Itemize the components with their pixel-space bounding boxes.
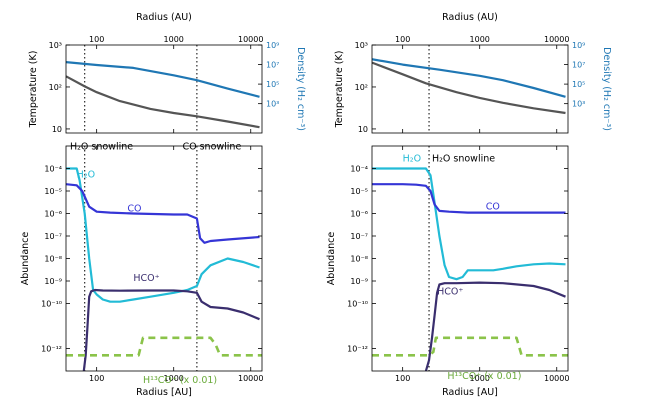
panel-left: 100 1000 10000 Radius (AU) 10 10² 10³ 10³ 10⁵ 10⁷… — [20, 12, 306, 398]
temperature-line — [66, 75, 260, 129]
y-tick-label: 10⁻¹⁰ — [347, 300, 368, 309]
x-tick-label: 100 — [395, 35, 410, 44]
annotation-label: CO — [486, 202, 500, 213]
y-tick-label: 10 — [358, 125, 368, 134]
y-tick-label: 10⁻⁴ — [44, 165, 62, 174]
annotation-label: CO snowline — [182, 141, 241, 152]
annotation-label: H₂O — [403, 154, 421, 165]
x-axis-title: Radius [AU] — [136, 387, 192, 398]
series-line — [66, 167, 260, 303]
x-tick-label: 10000 — [544, 35, 569, 44]
series-line — [372, 183, 566, 214]
y-axis-title: Temperature (K) — [28, 51, 39, 129]
x-tick-label: 10000 — [238, 374, 263, 383]
temperature-line — [372, 61, 566, 115]
y-tick-label-right: 10³ — [572, 100, 585, 109]
annotation-label: H¹³CO⁺ (x 0.01) — [447, 371, 521, 382]
annotation-label: H₂O snowline — [70, 141, 133, 152]
series-line — [82, 288, 260, 371]
x-tick-label: 100 — [395, 374, 410, 383]
y-axis-title: Abundance — [326, 232, 337, 286]
x-axis-title: Radius (AU) — [136, 12, 192, 23]
series-line — [372, 336, 568, 357]
y-tick-label-right: 10⁹ — [266, 41, 279, 50]
y-tick-label: 10⁻⁶ — [44, 210, 62, 219]
x-tick-label: 10000 — [544, 374, 569, 383]
density-line — [66, 61, 260, 98]
y-tick-label-right: 10⁵ — [266, 80, 279, 89]
y-tick-label: 10⁻¹² — [41, 345, 62, 354]
y-tick-label: 10⁻⁶ — [350, 210, 368, 219]
y-tick-label: 10² — [355, 83, 368, 92]
y-tick-label: 10 — [52, 125, 62, 134]
y-tick-label: 10⁻⁴ — [350, 165, 368, 174]
y-tick-label-right: 10⁹ — [572, 41, 585, 50]
x-tick-label: 100 — [89, 374, 104, 383]
annotation-label: CO — [127, 204, 141, 215]
y-tick-label: 10⁻⁵ — [350, 187, 368, 196]
annotation-label: H₂O — [77, 169, 95, 180]
x-axis-title: Radius (AU) — [442, 12, 498, 23]
y-tick-label: 10⁻¹² — [347, 345, 368, 354]
bottom-axes: 100 1000 10000 Radius [AU] 10⁻¹² 10⁻¹⁰ 10⁻⁹ 10⁻… — [326, 145, 569, 398]
annotation-label: H¹³CO⁺ (x 0.01) — [143, 375, 217, 386]
y-axis-title-right: Density (H₂ cm⁻³) — [601, 47, 612, 131]
x-tick-label: 1000 — [470, 374, 490, 383]
x-tick-label: 1000 — [164, 374, 184, 383]
annotation-label: HCO⁺ — [437, 287, 463, 298]
y-tick-label-right: 10⁵ — [572, 80, 585, 89]
y-tick-label-right: 10⁷ — [572, 61, 585, 70]
x-axis-title: Radius [AU] — [442, 387, 498, 398]
y-tick-label: 10³ — [49, 41, 62, 50]
y-tick-label: 10⁻¹⁰ — [41, 300, 62, 309]
density-line — [372, 58, 566, 98]
y-tick-label: 10⁻⁷ — [44, 232, 62, 241]
y-axis-title-right: Density (H₂ cm⁻³) — [295, 47, 306, 131]
series-line — [66, 336, 262, 357]
x-tick-label: 100 — [89, 35, 104, 44]
axes-frame — [371, 44, 569, 134]
series-line — [424, 281, 566, 371]
y-tick-label: 10⁻⁸ — [44, 255, 62, 264]
axes-frame — [65, 44, 263, 134]
annotation-label: HCO⁺ — [133, 273, 159, 284]
y-tick-label-right: 10³ — [266, 100, 279, 109]
y-tick-label-right: 10⁷ — [266, 61, 279, 70]
y-tick-label: 10⁻⁸ — [350, 255, 368, 264]
y-tick-label: 10⁻⁵ — [44, 187, 62, 196]
x-tick-label: 1000 — [470, 35, 490, 44]
y-tick-label: 10³ — [355, 41, 368, 50]
x-tick-label: 1000 — [164, 35, 184, 44]
x-tick-label: 10000 — [238, 35, 263, 44]
panel-right: 100 1000 10000 Radius (AU) 10 10² 10³ 10³ 10⁵ 10⁷… — [326, 12, 612, 398]
y-axis-title: Temperature (K) — [334, 51, 345, 129]
top-axes: 100 1000 10000 Radius (AU) 10 10² 10³ 10³ 10⁵ 10⁷… — [334, 12, 612, 134]
top-axes: 100 1000 10000 Radius (AU) 10 10² 10³ 10³ 10⁵ 10⁷… — [28, 12, 306, 134]
series-line — [66, 183, 260, 244]
annotation-label: H₂O snowline — [432, 154, 495, 165]
y-tick-label: 10⁻⁷ — [350, 232, 368, 241]
series-line — [372, 167, 566, 281]
y-tick-label: 10⁻⁹ — [44, 277, 62, 286]
bottom-axes: 100 1000 10000 Radius [AU] 10⁻¹² 10⁻¹⁰ 10⁻⁹ 10⁻… — [20, 141, 263, 398]
y-tick-label: 10² — [49, 83, 62, 92]
y-tick-label: 10⁻⁹ — [350, 277, 368, 286]
y-axis-title: Abundance — [20, 232, 31, 286]
